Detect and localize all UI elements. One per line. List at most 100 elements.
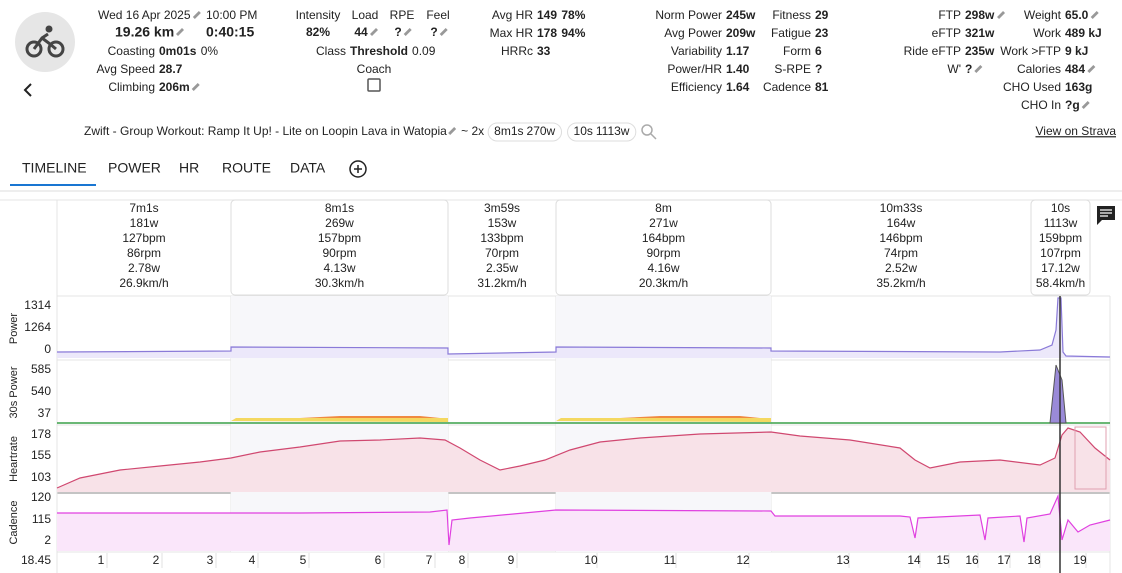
- interval-wkg: 2.78w: [128, 261, 160, 275]
- tab[interactable]: DATA: [290, 160, 326, 176]
- edit-icon[interactable]: [997, 11, 1006, 19]
- edit-icon[interactable]: [974, 65, 983, 73]
- stat-label: Weight: [1024, 8, 1062, 22]
- edit-icon[interactable]: [1081, 101, 1090, 109]
- distance-label: 14: [907, 553, 921, 567]
- back-button[interactable]: [23, 83, 32, 97]
- stat-label: Fitness: [772, 8, 811, 22]
- interval-hr: 157bpm: [318, 231, 361, 245]
- interval-wkg: 4.13w: [323, 261, 355, 275]
- interval-box[interactable]: [1030, 199, 1091, 296]
- interval-wkg: 4.16w: [647, 261, 679, 275]
- edit-icon[interactable]: [176, 28, 184, 36]
- interval-chip[interactable]: [487, 122, 563, 142]
- interval-power: 1113w: [1044, 216, 1078, 230]
- stat-label: Cadence: [763, 80, 811, 94]
- edit-icon[interactable]: [439, 28, 448, 36]
- stat-label: FTP: [938, 8, 961, 22]
- interval-power: 164w: [887, 216, 916, 230]
- interval-chip[interactable]: [567, 122, 637, 142]
- chat-icon[interactable]: [1097, 206, 1115, 225]
- stat-extra: 0.09: [412, 44, 436, 58]
- tab[interactable]: HR: [179, 160, 199, 176]
- edit-icon[interactable]: [1090, 11, 1099, 19]
- avatar: [15, 12, 75, 72]
- stat-label: HRRc: [501, 44, 533, 58]
- edit-icon[interactable]: [369, 28, 378, 36]
- stat-value: ?: [965, 62, 972, 76]
- stat-value: 33: [537, 44, 551, 58]
- metric-value: ?: [394, 25, 401, 39]
- stat-value: 65.0: [1065, 8, 1089, 22]
- y-tick-label: 1264: [24, 320, 51, 334]
- edit-icon[interactable]: [1087, 65, 1096, 73]
- y-tick-label: 0: [44, 342, 51, 356]
- interval-box[interactable]: [555, 199, 772, 296]
- repeat-count: ~ 2x: [461, 124, 484, 138]
- stat-label: S-RPE: [774, 62, 811, 76]
- stat-value: 298w: [965, 8, 995, 22]
- stat-value: ?g: [1065, 98, 1080, 112]
- distance-label: 18: [1027, 553, 1041, 567]
- stat-label: Avg Power: [664, 26, 722, 40]
- stat-label: Norm Power: [655, 8, 722, 22]
- tab[interactable]: POWER: [108, 160, 161, 176]
- interval-cadence: 70rpm: [485, 246, 519, 260]
- stat-value: 1.17: [726, 44, 750, 58]
- chart-axis-title: 30s Power: [8, 366, 20, 418]
- distance-label: 1: [98, 553, 105, 567]
- interval-duration: 10m33s: [880, 201, 923, 215]
- distance-label: 11: [664, 553, 677, 567]
- interval-duration: 7m1s: [129, 201, 158, 215]
- stat-label: CHO In: [1021, 98, 1061, 112]
- tab[interactable]: TIMELINE: [22, 160, 87, 176]
- stat-value: 1.40: [726, 62, 750, 76]
- coach-checkbox[interactable]: [367, 78, 381, 92]
- interval-cadence: 74rpm: [884, 246, 918, 260]
- tab-underline: [10, 184, 96, 186]
- edit-icon[interactable]: [448, 127, 457, 135]
- interval-shade: [231, 296, 448, 552]
- interval-wkg: 2.35w: [486, 261, 518, 275]
- y-tick-label: 120: [31, 490, 51, 504]
- distance-label: 7: [426, 553, 433, 567]
- chip-power: 270w: [527, 124, 556, 138]
- stat-value: 484: [1065, 62, 1085, 76]
- distance-label: 19: [1073, 553, 1087, 567]
- stat-value: 149: [537, 8, 557, 22]
- stat-value: 1.64: [726, 80, 750, 94]
- stat-value: 209w: [726, 26, 756, 40]
- edit-icon[interactable]: [403, 28, 412, 36]
- stat-label: Coasting: [108, 44, 155, 58]
- strava-link[interactable]: View on Strava: [1036, 124, 1117, 138]
- stat-value: 206m: [159, 80, 190, 94]
- stat-label: Work >FTP: [1000, 44, 1061, 58]
- stat-label: W': [947, 62, 961, 76]
- tab[interactable]: ROUTE: [222, 160, 271, 176]
- interval-duration: 8m: [655, 201, 672, 215]
- add-tab[interactable]: [349, 160, 367, 178]
- power-zone-band: [231, 418, 771, 422]
- distance-label: 5: [300, 553, 307, 567]
- stat-label: Ride eFTP: [904, 44, 961, 58]
- coach-label: Coach: [357, 62, 392, 76]
- stat-extra: 94%: [561, 26, 585, 40]
- stat-value: 9 kJ: [1065, 44, 1088, 58]
- stat-value: Threshold: [350, 44, 408, 58]
- distance-label: 2: [153, 553, 160, 567]
- stat-label: eFTP: [932, 26, 961, 40]
- chip-power: 1113w: [596, 124, 630, 138]
- stat-label: Fatigue: [771, 26, 811, 40]
- activity-duration: 0:40:15: [206, 24, 254, 40]
- search-icon[interactable]: [641, 124, 657, 140]
- edit-icon[interactable]: [192, 11, 201, 19]
- interval-box[interactable]: [230, 199, 449, 296]
- interval-hr: 164bpm: [642, 231, 685, 245]
- distance-start: 18.45: [21, 553, 51, 567]
- y-tick-label: 103: [31, 470, 51, 484]
- edit-icon[interactable]: [191, 83, 200, 91]
- stat-value: ?: [815, 62, 822, 76]
- y-tick-label: 178: [31, 427, 51, 441]
- stat-label: Work: [1033, 26, 1062, 40]
- stat-value: 0m01s: [159, 44, 197, 58]
